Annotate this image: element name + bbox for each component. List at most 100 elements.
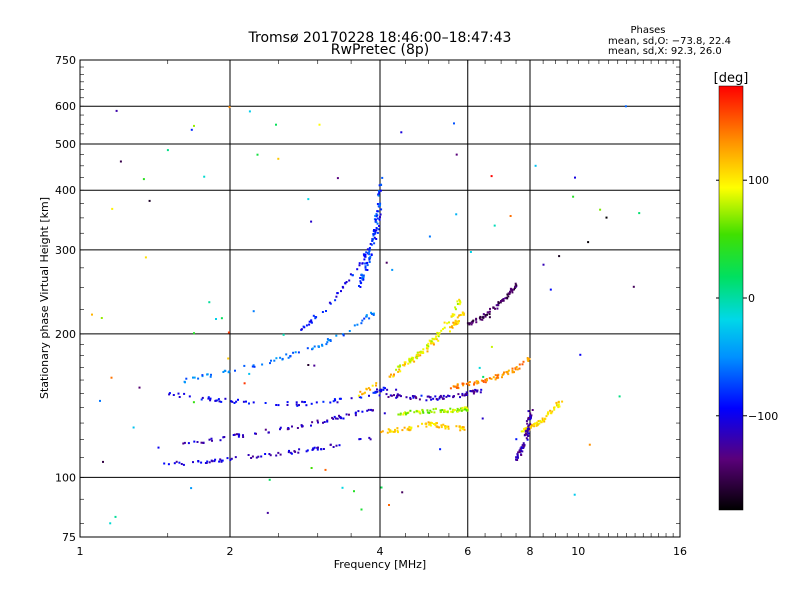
scatter-point — [521, 447, 523, 450]
scatter-point — [242, 436, 245, 438]
scatter-point — [286, 401, 289, 404]
scatter-point — [502, 298, 505, 300]
scatter-point — [395, 368, 398, 371]
scatter-point — [442, 423, 445, 426]
scatter-point — [384, 387, 386, 390]
scatter-point — [157, 446, 160, 449]
scatter-point — [473, 383, 475, 386]
scatter-point — [399, 413, 402, 416]
scatter-point — [525, 437, 528, 440]
scatter-point — [364, 266, 367, 269]
scatter-point — [490, 175, 493, 178]
scatter-point — [177, 392, 180, 395]
scatter-point — [501, 376, 503, 379]
scatter-point — [368, 317, 371, 320]
scatter-point — [427, 421, 430, 424]
scatter-point — [406, 412, 409, 414]
scatter-point — [275, 123, 277, 126]
scatter-point — [429, 396, 432, 399]
scatter-point — [522, 444, 525, 446]
scatter-point — [431, 337, 434, 340]
scatter-point — [324, 468, 327, 471]
scatter-point — [428, 235, 431, 238]
scatter-point — [541, 417, 544, 420]
scatter-point — [494, 378, 497, 381]
scatter-point — [427, 342, 430, 345]
scatter-point — [318, 123, 321, 126]
scatter-point — [205, 462, 208, 464]
scatter-point — [385, 261, 388, 264]
scatter-point — [555, 403, 558, 406]
scatter-point — [215, 399, 217, 402]
scatter-point — [599, 208, 602, 211]
scatter-point — [467, 381, 470, 384]
scatter-point — [428, 411, 431, 414]
scatter-point — [196, 441, 199, 443]
scatter-point — [453, 409, 456, 411]
scatter-point — [439, 409, 442, 412]
scatter-point — [402, 413, 405, 416]
scatter-point — [296, 404, 299, 407]
scatter-point — [407, 427, 410, 430]
scatter-point — [454, 319, 457, 322]
scatter-point — [301, 425, 304, 428]
scatter-point — [213, 460, 216, 463]
scatter-point — [511, 291, 514, 294]
scatter-point — [202, 442, 205, 444]
scatter-point — [336, 292, 339, 295]
scatter-point — [313, 345, 316, 348]
scatter-point — [208, 301, 211, 304]
scatter-point — [438, 397, 441, 400]
scatter-point — [216, 399, 219, 402]
scatter-point — [492, 376, 495, 379]
scatter-point — [279, 426, 282, 429]
scatter-point — [507, 373, 510, 376]
scatter-point — [215, 318, 217, 320]
scatter-point — [461, 406, 464, 409]
scatter-point — [526, 438, 529, 441]
scatter-point — [360, 396, 363, 399]
scatter-point — [325, 343, 328, 346]
scatter-point — [426, 344, 429, 347]
scatter-point — [527, 416, 530, 419]
scatter-point — [102, 460, 104, 463]
scatter-point — [416, 351, 419, 354]
scatter-point — [476, 389, 479, 392]
scatter-point — [523, 444, 526, 447]
scatter-point — [344, 282, 347, 285]
scatter-point — [252, 401, 255, 404]
scatter-point — [428, 423, 431, 426]
scatter-point — [363, 254, 366, 257]
scatter-point — [521, 450, 524, 453]
scatter-point — [527, 434, 530, 437]
scatter-point — [488, 310, 491, 313]
scatter-point — [458, 409, 461, 412]
scatter-point — [411, 356, 414, 359]
scatter-point — [377, 190, 380, 193]
scatter-point — [207, 396, 210, 399]
scatter-point — [287, 427, 290, 429]
scatter-point — [351, 274, 354, 277]
x-tick-labels: 1 2 4 6 8 10 16 — [77, 545, 688, 558]
scatter-point — [461, 426, 464, 429]
scatter-point — [288, 449, 290, 452]
scatter-point — [445, 425, 448, 428]
scatter-point — [381, 176, 384, 179]
scatter-point — [382, 388, 385, 391]
scatter-point — [369, 388, 372, 391]
scatter-point — [306, 449, 309, 452]
scatter-point — [511, 369, 514, 372]
scatter-point — [486, 379, 488, 382]
scatter-point — [322, 448, 325, 450]
scatter-point — [173, 462, 176, 465]
scatter-point — [456, 300, 459, 303]
scatter-point — [357, 410, 360, 413]
scatter-point — [492, 306, 495, 309]
scatter-point — [387, 428, 390, 431]
scatter-point — [178, 396, 181, 398]
y-tick-label: 500 — [55, 138, 76, 151]
scatter-point — [465, 409, 468, 412]
scatter-point — [536, 421, 538, 424]
scatter-point — [427, 345, 430, 348]
scatter-point — [326, 338, 329, 341]
